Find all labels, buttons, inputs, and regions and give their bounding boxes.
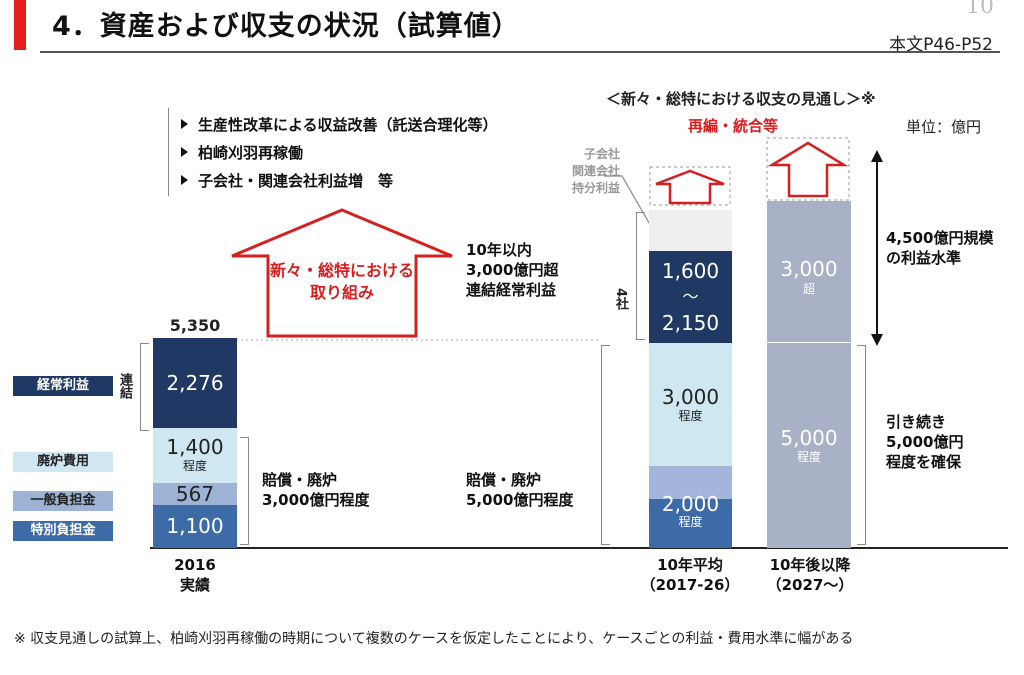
data-label-sub: 程度: [182, 459, 207, 474]
measures-item: 柏崎刈羽再稼働: [181, 142, 303, 163]
page-reference: 本文P46-P52: [889, 35, 993, 55]
bar-10yr-average: 2,000 程度 3,000 程度 1,600 ～ 2,150: [649, 210, 732, 548]
annotation-burden-avg: 賠償・廃炉 5,000億円程度: [466, 471, 574, 509]
measures-item: 生産性改革による収益改善（託送合理化等）: [181, 114, 498, 135]
four-companies-bracket: [636, 212, 645, 340]
x-label-2016: 2016 実績: [174, 556, 216, 594]
bar-segment: 3,000 程度: [649, 343, 732, 466]
triangle-bullet-icon: [181, 175, 188, 185]
annotation-profit-target: 10年以内 3,000億円超 連結経常利益: [466, 241, 559, 299]
data-label-sub: 程度: [678, 515, 703, 529]
header-accent-bar: [14, 0, 26, 50]
data-label: 1,600: [661, 259, 720, 283]
arrow-frame: [649, 166, 731, 206]
bar-segment: 2,276: [153, 338, 237, 428]
data-label: 3,000: [780, 257, 838, 281]
data-label: 1,100: [166, 514, 224, 539]
x-label-future: 10年後以降 （2027～）: [766, 556, 854, 594]
data-label-sub: ～: [682, 287, 699, 306]
triangle-bullet-icon: [181, 147, 188, 157]
x-label-10yr-average: 10年平均 （2017-26）: [640, 556, 740, 594]
bar-segment: 1,400 程度: [153, 427, 237, 483]
consolidated-bracket: [140, 343, 149, 431]
reorg-label: 再編・統合等: [688, 117, 779, 135]
subsidiary-leader-line: [604, 175, 653, 229]
total-label-2016: 5,350: [169, 316, 221, 335]
data-label-sub: 超: [802, 282, 815, 296]
legend-general-burden: 一般負担金: [13, 491, 113, 511]
bar-future: 5,000 程度 3,000 超: [767, 201, 851, 548]
page-number: 10: [966, 0, 994, 19]
data-label-sub: 程度: [796, 449, 821, 464]
bar-2016: 1,100 567 1,400 程度 2,276: [153, 338, 237, 548]
reorg-up-arrow-icon: [767, 141, 849, 198]
outlook-heading: ＜新々・総特における収支の見通し＞※: [606, 90, 876, 108]
measures-item: 子会社・関連会社利益増 等: [181, 170, 393, 191]
burden-avg-bracket: [601, 345, 610, 545]
data-label: 5,000: [780, 425, 838, 450]
data-label: 2,000: [661, 492, 720, 516]
data-label-sub: 程度: [678, 408, 703, 423]
bar-segment: 2,000 程度: [649, 466, 732, 548]
arrowhead-up-icon: [871, 150, 883, 162]
burden-2016-bracket: [240, 437, 249, 545]
future-burden-bracket: [857, 345, 866, 545]
measures-arrow-label: 新々・総特における 取り組み: [269, 261, 414, 302]
annotation-future-burden: 引き続き 5,000億円 程度を確保: [886, 413, 964, 471]
triangle-bullet-icon: [181, 119, 188, 129]
subsidiary-label: 子会社 関連会社 持分利益: [571, 147, 620, 195]
unit-label: 単位：億円: [906, 118, 982, 136]
four-companies-label: 4社: [613, 288, 628, 311]
data-label: 3,000: [661, 384, 720, 409]
bar-segment: 1,600 ～ 2,150: [649, 251, 732, 343]
bar-segment: 5,000 程度: [767, 343, 851, 548]
arrowhead-down-icon: [871, 334, 883, 346]
reorg-up-arrow-icon: [655, 169, 725, 205]
annotation-burden-2016: 賠償・廃炉 3,000億円程度: [262, 471, 370, 509]
data-label: 2,150: [661, 311, 720, 335]
page-title: 4．資産および収支の状況（試算値）: [52, 11, 520, 42]
footnote: ※ 収支見通しの試算上、柏崎刈羽再稼働の時期について複数のケースを仮定したことに…: [14, 631, 854, 647]
annotation-future-profit: 4,500億円規模 の利益水準: [886, 229, 994, 267]
data-label: 2,276: [166, 370, 224, 395]
consolidated-label: 連結: [117, 373, 132, 399]
segment-divider: [767, 342, 851, 343]
bar-segment: 567: [153, 481, 237, 506]
legend-ordinary-profit: 経常利益: [13, 376, 113, 396]
data-label: 1,400: [166, 435, 224, 460]
bar-segment: [649, 210, 732, 251]
header-divider: [40, 51, 1000, 53]
bar-segment: 3,000 超: [767, 201, 851, 343]
data-label: 567: [175, 481, 215, 506]
bar-segment: 1,100: [153, 504, 237, 548]
measures-up-arrow-icon: [231, 208, 453, 338]
legend-decommission: 廃炉費用: [13, 452, 113, 472]
measures-list: 生産性改革による収益改善（託送合理化等） 柏崎刈羽再稼働 子会社・関連会社利益増…: [168, 108, 498, 196]
legend-special-burden: 特別負担金: [13, 521, 113, 541]
